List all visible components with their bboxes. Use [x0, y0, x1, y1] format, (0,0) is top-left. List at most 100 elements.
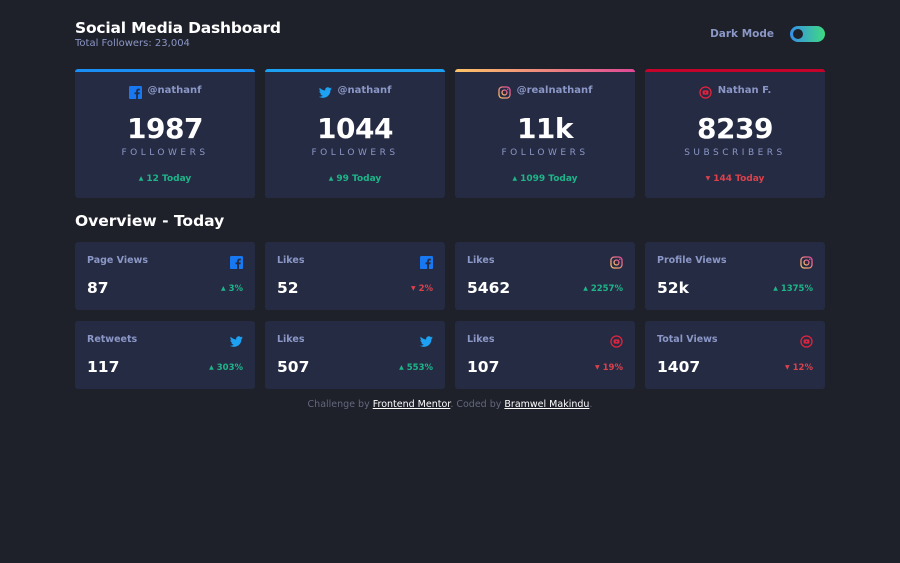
overview-change: ▲ 3%: [221, 284, 243, 294]
overview-change: ▼ 12%: [785, 363, 813, 373]
twitter-icon: [419, 333, 433, 347]
overview-value: 52k: [657, 279, 689, 297]
overview-label: Profile Views: [657, 255, 727, 266]
overview-change: ▲ 1375%: [773, 284, 813, 294]
overview-change: ▲ 303%: [209, 363, 243, 373]
card-today: ▲ 1099 Today: [455, 174, 635, 184]
overview-value: 87: [87, 279, 109, 297]
overview-value: 117: [87, 358, 120, 376]
dark-mode-label: Dark Mode: [710, 28, 774, 40]
overview-title: Overview - Today: [75, 212, 225, 230]
attribution-footer: Challenge by Frontend Mentor. Coded by B…: [0, 399, 900, 410]
author-link[interactable]: Bramwel Makindu: [504, 399, 590, 410]
footer-suffix: .: [589, 399, 593, 410]
card-label: FOLLOWERS: [311, 148, 399, 158]
card-handle: @nathanf: [265, 84, 445, 98]
card-handle-text: @nathanf: [337, 85, 392, 96]
youtube-icon: [699, 84, 712, 99]
overview-card-ig-likes[interactable]: Likes 5462 ▲ 2257%: [455, 242, 635, 310]
twitter-icon: [229, 333, 243, 347]
down-arrow-icon: ▼: [785, 364, 790, 371]
overview-label: Likes: [467, 255, 495, 266]
card-youtube[interactable]: Nathan F. 8239 SUBSCRIBERS ▼ 144 Today: [645, 69, 825, 198]
follower-cards: @nathanf 1987 FOLLOWERS ▲ 12 Today @natha…: [75, 69, 825, 198]
overview-change-text: 2257%: [590, 284, 623, 294]
overview-change: ▼ 2%: [411, 284, 433, 294]
card-handle: @realnathanf: [455, 84, 635, 99]
overview-label: Total Views: [657, 334, 718, 345]
facebook-icon: [230, 254, 243, 269]
card-accent-bar: [75, 69, 255, 72]
footer-prefix: Challenge by: [307, 399, 373, 410]
up-arrow-icon: ▲: [773, 285, 778, 292]
card-twitter[interactable]: @nathanf 1044 FOLLOWERS ▲ 99 Today: [265, 69, 445, 198]
frontend-mentor-link[interactable]: Frontend Mentor: [372, 399, 451, 410]
overview-label: Retweets: [87, 334, 138, 345]
overview-change-text: 303%: [216, 363, 243, 373]
card-accent-bar: [645, 69, 825, 72]
card-today: ▲ 12 Today: [75, 174, 255, 184]
overview-grid: Page Views 87 ▲ 3% Likes 52 ▼ 2% Likes 546…: [75, 242, 825, 389]
card-handle: Nathan F.: [645, 84, 825, 99]
overview-change-text: 2%: [418, 284, 433, 294]
up-arrow-icon: ▲: [209, 364, 214, 371]
overview-change: ▼ 19%: [595, 363, 623, 373]
up-arrow-icon: ▲: [138, 175, 144, 182]
youtube-icon: [610, 333, 623, 348]
toggle-knob: [793, 29, 803, 39]
card-today-text: 144 Today: [713, 174, 765, 184]
overview-card-fb-likes[interactable]: Likes 52 ▼ 2%: [265, 242, 445, 310]
card-label: SUBSCRIBERS: [684, 148, 786, 158]
card-today: ▲ 99 Today: [265, 174, 445, 184]
card-today-text: 99 Today: [336, 174, 382, 184]
card-handle: @nathanf: [75, 84, 255, 99]
header: Social Media Dashboard Total Followers: …: [75, 18, 825, 54]
card-count: 8239: [697, 112, 773, 145]
facebook-icon: [128, 84, 142, 99]
instagram-icon: [497, 84, 511, 99]
up-arrow-icon: ▲: [583, 285, 588, 292]
overview-value: 5462: [467, 279, 511, 297]
card-count: 11k: [516, 112, 574, 145]
overview-change-text: 3%: [228, 284, 243, 294]
card-count: 1044: [317, 112, 393, 145]
dark-mode-toggle-wrap: Dark Mode: [710, 26, 825, 42]
overview-card-yt-likes[interactable]: Likes 107 ▼ 19%: [455, 321, 635, 389]
card-handle-text: @nathanf: [147, 85, 202, 96]
dark-mode-toggle[interactable]: [790, 26, 825, 42]
overview-value: 1407: [657, 358, 701, 376]
down-arrow-icon: ▼: [595, 364, 600, 371]
card-today-text: 12 Today: [146, 174, 192, 184]
overview-card-total-views[interactable]: Total Views 1407 ▼ 12%: [645, 321, 825, 389]
overview-value: 107: [467, 358, 500, 376]
overview-card-page-views[interactable]: Page Views 87 ▲ 3%: [75, 242, 255, 310]
youtube-icon: [800, 333, 813, 348]
overview-label: Likes: [467, 334, 495, 345]
overview-card-retweets[interactable]: Retweets 117 ▲ 303%: [75, 321, 255, 389]
card-facebook[interactable]: @nathanf 1987 FOLLOWERS ▲ 12 Today: [75, 69, 255, 198]
up-arrow-icon: ▲: [512, 175, 518, 182]
overview-card-profile-views[interactable]: Profile Views 52k ▲ 1375%: [645, 242, 825, 310]
down-arrow-icon: ▼: [410, 285, 416, 292]
overview-card-tw-likes[interactable]: Likes 507 ▲ 553%: [265, 321, 445, 389]
overview-label: Likes: [277, 255, 305, 266]
overview-change: ▲ 2257%: [583, 284, 623, 294]
card-today-text: 1099 Today: [520, 174, 578, 184]
card-handle-text: Nathan F.: [717, 85, 772, 96]
card-label: FOLLOWERS: [501, 148, 589, 158]
overview-change-text: 12%: [792, 363, 813, 373]
card-instagram[interactable]: @realnathanf 11k FOLLOWERS ▲ 1099 Today: [455, 69, 635, 198]
instagram-icon: [610, 254, 623, 269]
overview-label: Likes: [277, 334, 305, 345]
overview-value: 507: [277, 358, 310, 376]
up-arrow-icon: ▲: [220, 285, 226, 292]
up-arrow-icon: ▲: [399, 364, 404, 371]
facebook-icon: [420, 254, 433, 269]
overview-label: Page Views: [87, 255, 148, 266]
card-accent-bar: [265, 69, 445, 72]
overview-change: ▲ 553%: [399, 363, 433, 373]
card-count: 1987: [127, 112, 203, 145]
up-arrow-icon: ▲: [328, 175, 334, 182]
overview-value: 52: [277, 279, 299, 297]
twitter-icon: [318, 84, 332, 98]
